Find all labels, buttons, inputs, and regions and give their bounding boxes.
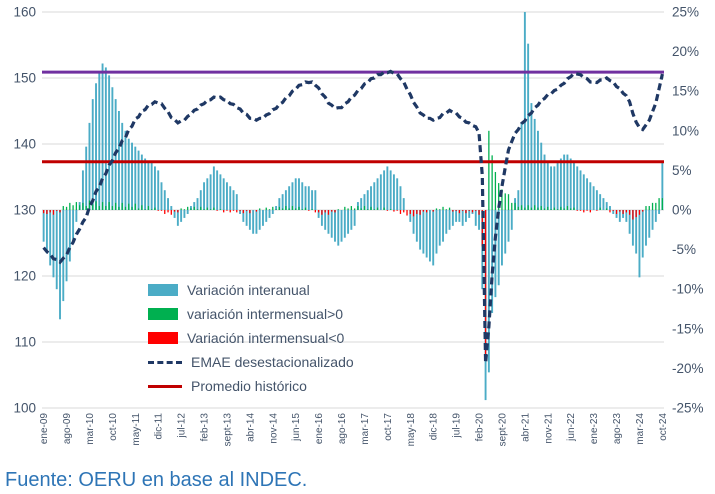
svg-text:abr-21: abr-21 xyxy=(520,413,531,442)
svg-text:20%: 20% xyxy=(672,44,699,59)
svg-text:feb-20: feb-20 xyxy=(475,413,486,442)
svg-text:abr-14: abr-14 xyxy=(245,413,256,442)
emae-desestacionalizado-line xyxy=(42,69,664,364)
svg-text:25%: 25% xyxy=(672,5,699,20)
legend-item-emae: EMAE desestacionalizado xyxy=(148,354,354,370)
svg-text:oct-10: oct-10 xyxy=(108,413,119,441)
svg-text:dic-11: dic-11 xyxy=(154,413,165,440)
svg-text:ene-09: ene-09 xyxy=(39,413,50,445)
svg-text:mar-24: mar-24 xyxy=(635,413,646,445)
chart-plot: 160 150 140 130 120 110 100 25% 20% 15% 10% 5% 0% -5%… xyxy=(13,5,704,447)
legend-swatch-intermensual-pos-bar xyxy=(148,308,178,320)
svg-text:mar-17: mar-17 xyxy=(360,413,371,445)
svg-text:0%: 0% xyxy=(672,203,692,218)
svg-text:110: 110 xyxy=(14,335,36,350)
x-axis-labels: ene-09 ago-09 mar-10 oct-10 may-11 dic-11 jul-… xyxy=(39,413,669,447)
svg-text:150: 150 xyxy=(13,71,36,86)
svg-text:5%: 5% xyxy=(672,163,692,178)
legend-label-intermensual-neg: Variación intermensual<0 xyxy=(187,330,345,346)
legend-item-intermensual-pos: variación intermensual>0 xyxy=(148,306,354,322)
svg-text:100: 100 xyxy=(13,401,36,416)
bars-intermensual-series xyxy=(42,130,664,361)
legend-label-promedio: Promedio histórico xyxy=(191,378,307,394)
svg-text:jul-12: jul-12 xyxy=(177,413,188,439)
svg-text:ene-16: ene-16 xyxy=(314,413,325,445)
svg-text:dic-18: dic-18 xyxy=(429,413,440,441)
svg-text:ago-23: ago-23 xyxy=(612,413,623,445)
legend-label-emae: EMAE desestacionalizado xyxy=(191,354,354,370)
svg-text:-5%: -5% xyxy=(672,242,696,257)
legend-item-intermensual-neg: Variación intermensual<0 xyxy=(148,330,354,346)
legend-swatch-intermensual-neg-bar xyxy=(148,332,178,344)
svg-text:sept-13: sept-13 xyxy=(223,413,234,447)
svg-text:ago-09: ago-09 xyxy=(62,413,73,445)
svg-text:nov-21: nov-21 xyxy=(543,413,554,444)
svg-text:140: 140 xyxy=(13,137,36,152)
y-axis-right-labels: 25% 20% 15% 10% 5% 0% -5% -10% -15% -20% -25% xyxy=(672,5,704,416)
legend-swatch-interanual-bar xyxy=(148,284,178,296)
svg-text:-25%: -25% xyxy=(672,401,704,416)
svg-text:feb-13: feb-13 xyxy=(200,413,211,442)
legend-item-promedio: Promedio histórico xyxy=(148,378,354,394)
svg-text:nov-14: nov-14 xyxy=(268,413,279,444)
legend-swatch-promedio-line xyxy=(148,384,182,388)
svg-text:oct-17: oct-17 xyxy=(383,413,394,441)
legend-item-interanual: Variación interanual xyxy=(148,282,354,298)
svg-text:oct-24: oct-24 xyxy=(658,413,669,441)
svg-text:may-18: may-18 xyxy=(406,413,417,447)
svg-text:-20%: -20% xyxy=(672,361,704,376)
svg-text:mar-10: mar-10 xyxy=(85,413,96,445)
svg-text:10%: 10% xyxy=(672,123,699,138)
svg-text:130: 130 xyxy=(13,203,36,218)
legend-label-intermensual-pos: variación intermensual>0 xyxy=(187,306,344,322)
y-axis-left-labels: 160 150 140 130 120 110 100 xyxy=(13,5,36,416)
svg-text:jun-22: jun-22 xyxy=(566,413,577,442)
reference-lines xyxy=(42,70,664,164)
svg-text:120: 120 xyxy=(13,269,36,284)
svg-text:may-11: may-11 xyxy=(131,413,142,446)
svg-text:sept-20: sept-20 xyxy=(498,413,509,447)
svg-text:15%: 15% xyxy=(672,84,699,99)
svg-text:-15%: -15% xyxy=(672,321,704,336)
emae-chart: 160 150 140 130 120 110 100 25% 20% 15% 10% 5% 0% -5%… xyxy=(13,5,704,447)
svg-text:jun-15: jun-15 xyxy=(291,413,302,442)
chart-legend: Variación interanual variación intermens… xyxy=(148,282,354,394)
bars-interanual-series xyxy=(42,12,664,401)
svg-text:jul-19: jul-19 xyxy=(452,413,463,439)
svg-text:ene-23: ene-23 xyxy=(589,413,600,445)
svg-text:160: 160 xyxy=(13,5,36,20)
legend-label-interanual: Variación interanual xyxy=(187,282,310,298)
legend-swatch-emae-dashed-line xyxy=(148,360,182,364)
source-caption: Fuente: OERU en base al INDEC. xyxy=(5,469,308,491)
svg-text:ago-16: ago-16 xyxy=(337,413,348,445)
svg-text:-10%: -10% xyxy=(672,282,704,297)
